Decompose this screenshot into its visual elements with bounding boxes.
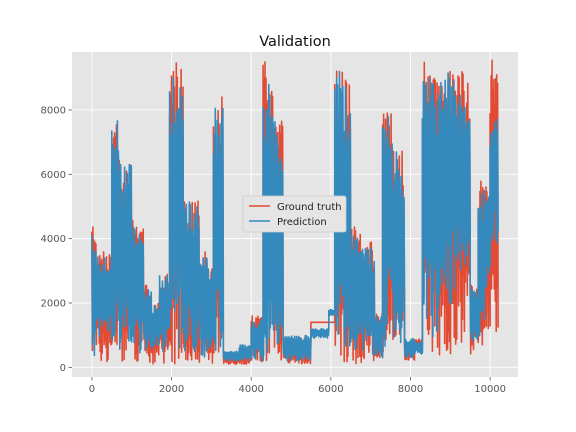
legend-label-prediction: Prediction [277,217,327,228]
series-group [91,59,499,365]
y-tick-label: 2000 [41,298,66,309]
x-tick-label: 8000 [398,384,423,395]
legend-label-ground-truth: Ground truth [277,202,342,213]
x-axis: 0 2000 4000 6000 8000 10000 [89,377,506,395]
x-tick-label: 4000 [238,384,263,395]
x-tick-label: 2000 [159,384,184,395]
y-tick-label: 8000 [41,105,66,116]
y-axis: 0 2000 4000 6000 8000 [41,105,72,374]
legend-box [242,195,347,233]
x-tick-label: 6000 [318,384,343,395]
y-tick-label: 6000 [41,170,66,181]
series-line-prediction [91,70,499,362]
chart-title: Validation [259,34,331,50]
x-tick-label: 10000 [474,384,506,395]
y-tick-label: 0 [60,363,66,374]
x-tick-label: 0 [89,384,95,395]
legend: Ground truth Prediction [242,195,347,233]
y-tick-label: 4000 [41,234,66,245]
